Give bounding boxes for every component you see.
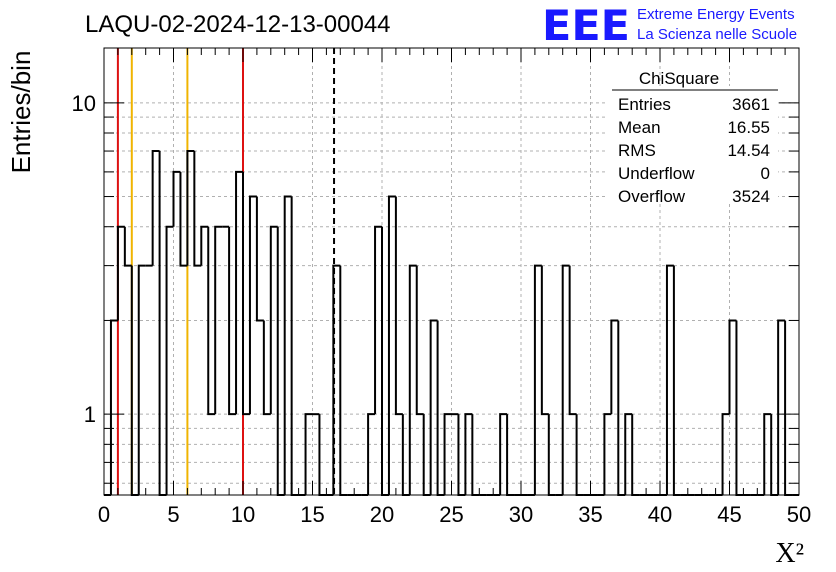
stats-row-label: Mean [618, 118, 661, 137]
histogram-bin [415, 265, 424, 416]
histogram-bin [269, 225, 278, 415]
histogram-bin [568, 265, 577, 416]
eee-logo: EEE Extreme Energy Events La Scienza nel… [542, 1, 797, 50]
histogram-bin [214, 225, 223, 415]
stats-row-value: 3661 [732, 95, 770, 114]
histogram-bin [339, 265, 348, 496]
histogram-bin [151, 150, 160, 266]
histogram-bin [408, 264, 417, 495]
histogram-bin [387, 195, 396, 495]
histogram-bin [228, 226, 237, 416]
histogram-bin [109, 319, 118, 495]
histogram-bin [123, 226, 132, 267]
histogram-bin [158, 151, 167, 496]
stats-row-value: 16.55 [727, 118, 770, 137]
stats-box-background [608, 86, 778, 202]
histogram-bin [735, 320, 744, 496]
stats-row-value: 0 [761, 164, 770, 183]
histogram-bin [262, 320, 271, 416]
histogram-bars [104, 150, 799, 496]
histogram-bin [533, 264, 542, 495]
x-tick-label: 30 [509, 502, 533, 527]
histogram-bin [200, 225, 209, 266]
stats-row-label: RMS [618, 141, 656, 160]
stats-row-value: 14.54 [727, 141, 770, 160]
stats-row-value: 3524 [732, 187, 770, 206]
x-tick-label: 15 [300, 502, 324, 527]
histogram-bin [207, 226, 216, 416]
y-axis-label: Entries/bin [6, 51, 36, 174]
histogram-bin [429, 319, 438, 495]
logo-letters: EEE [542, 1, 630, 50]
x-tick-label: 5 [167, 502, 179, 527]
histogram-bin [561, 264, 570, 495]
histogram-bin [367, 413, 376, 495]
histogram-bin [665, 264, 674, 495]
histogram-bin [763, 413, 772, 495]
histogram-bin [721, 413, 730, 495]
x-tick-label: 45 [717, 502, 741, 527]
x-axis-label: X² [775, 538, 804, 569]
histogram-bin [235, 170, 243, 415]
chart-title: LAQU-02-2024-12-13-00044 [85, 11, 391, 38]
histogram-bin [540, 265, 549, 416]
histogram-bin [617, 320, 626, 496]
histogram-bin [116, 225, 125, 321]
stats-rows: Entries 3661 Mean 16.55 RMS 14.54 Underflow 0 Ov… [618, 95, 770, 206]
x-tick-label: 20 [370, 502, 394, 527]
histogram-bin [443, 413, 452, 495]
histogram-bin [610, 319, 619, 415]
tick-labels: 0 5 10 15 20 25 30 35 40 45 50 1 10 [72, 91, 812, 527]
stats-row-label: Overflow [618, 187, 686, 206]
x-tick-label: 40 [648, 502, 672, 527]
histogram-bin [186, 150, 195, 266]
histogram-bin [332, 264, 341, 495]
stats-box: ChiSquare Entries 3661 Mean 16.55 RMS 14.54 Un… [608, 69, 778, 206]
logo-line-2: La Scienza nelle Scuole [637, 26, 797, 43]
histogram-bin [290, 196, 299, 496]
y-tick-label: 10 [72, 91, 96, 116]
histogram-bin [165, 225, 174, 495]
histogram-bin [304, 413, 313, 495]
histogram-bin [381, 226, 389, 496]
histogram-bin [193, 151, 202, 267]
histogram-bin [130, 265, 139, 496]
histogram-bin [464, 413, 473, 495]
logo-line-1: Extreme Energy Events [637, 6, 795, 23]
histogram-bin [436, 320, 445, 496]
x-tick-label: 0 [98, 502, 110, 527]
histogram-bin [255, 196, 264, 322]
histogram-bin [624, 413, 633, 495]
histogram-bin [242, 171, 250, 416]
histogram-bin [374, 225, 382, 415]
histogram-bin [603, 413, 612, 495]
histogram-bin [499, 413, 508, 495]
histogram-bin [179, 171, 188, 267]
histogram-bin [276, 226, 285, 496]
stats-title: ChiSquare [639, 69, 719, 88]
histogram-bin [728, 319, 737, 415]
histogram-bin [283, 195, 292, 495]
histogram-bin [137, 264, 146, 495]
x-tick-label: 35 [578, 502, 602, 527]
histogram-bin [784, 320, 793, 496]
stats-row-label: Entries [618, 95, 671, 114]
histogram-bin [777, 319, 786, 495]
grid-lines [104, 48, 799, 495]
histogram-bin [672, 265, 681, 496]
x-tick-label: 10 [231, 502, 255, 527]
histogram-bin [248, 195, 257, 415]
x-tick-label: 25 [439, 502, 463, 527]
histogram-bin [394, 196, 403, 416]
axis-ticks [103, 48, 800, 495]
histogram-bin [172, 170, 181, 227]
x-tick-label: 50 [787, 502, 811, 527]
stats-row-label: Underflow [618, 164, 695, 183]
y-tick-label: 1 [84, 402, 96, 427]
